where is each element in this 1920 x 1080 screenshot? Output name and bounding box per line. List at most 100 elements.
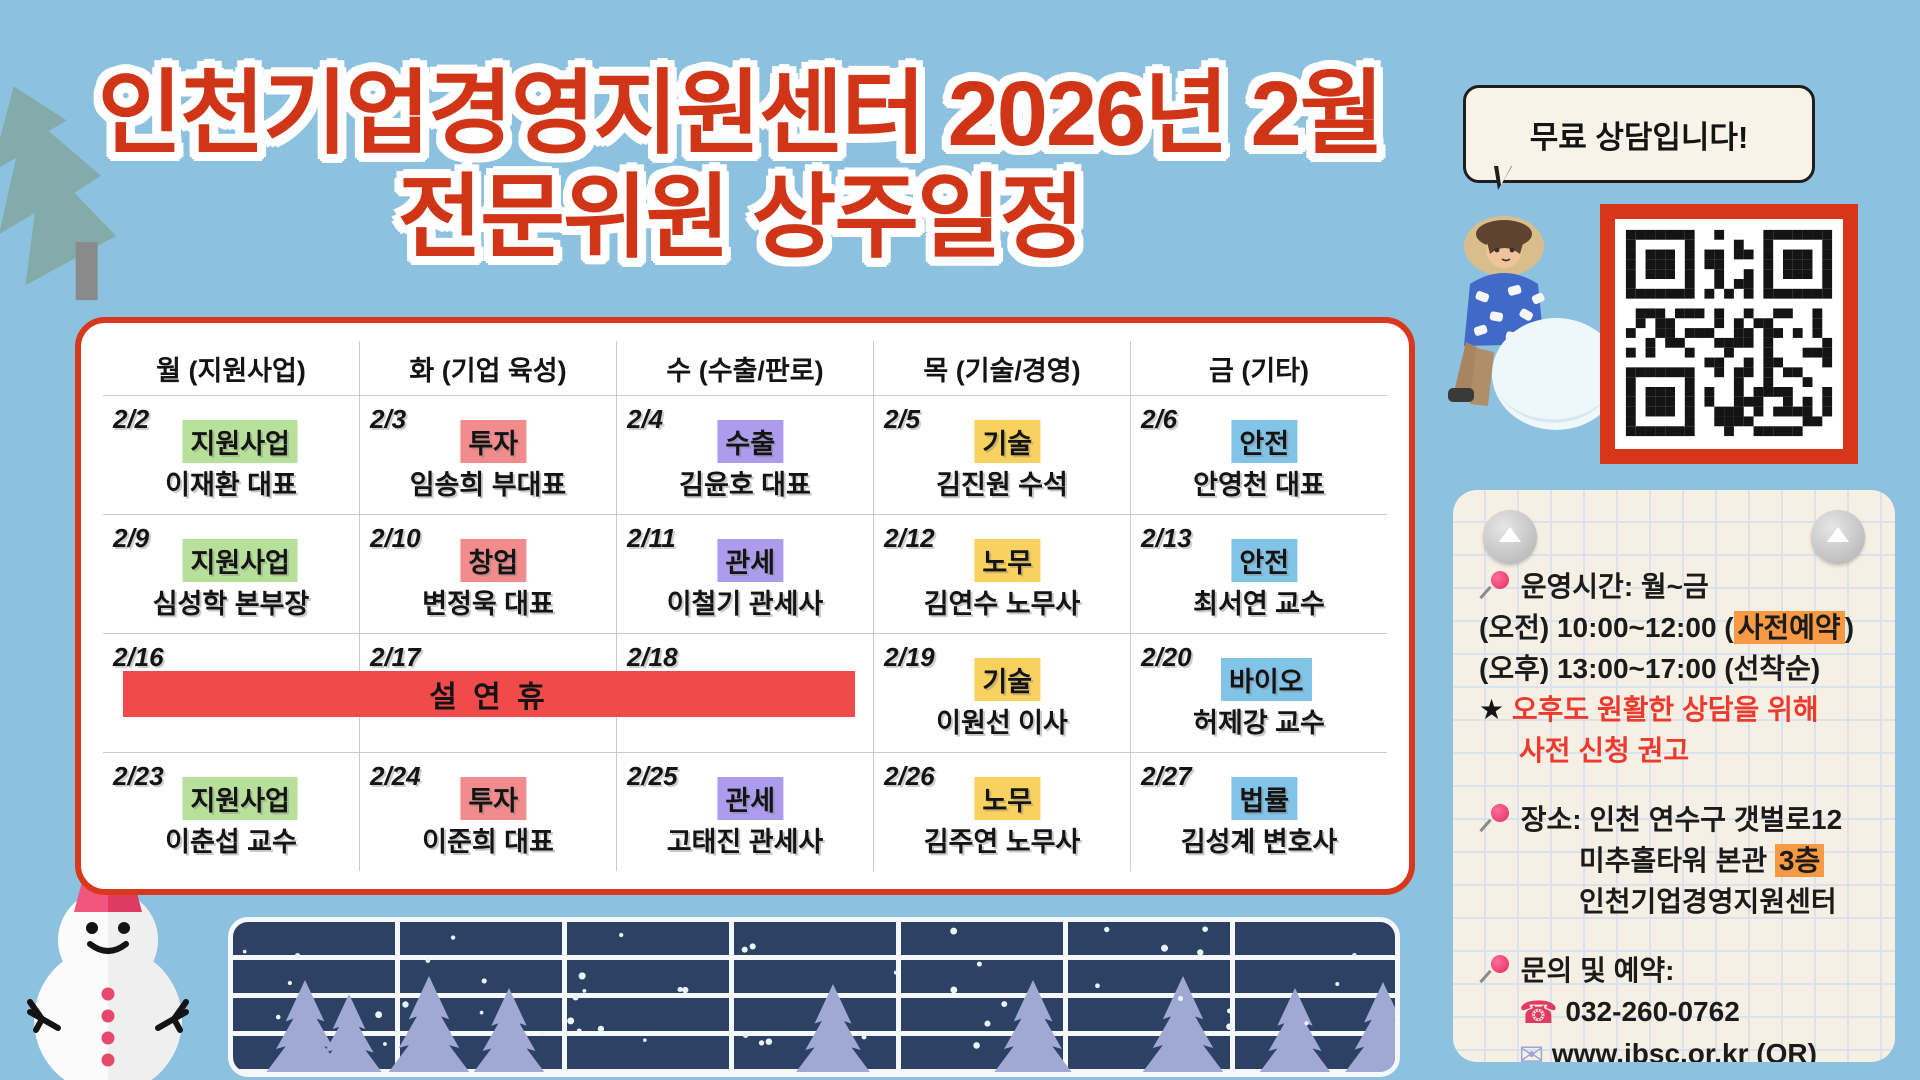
chevron-up-button-left[interactable]	[1483, 510, 1537, 564]
cell-advisor-name: 임송희 부대표	[409, 470, 567, 500]
contact-title: 문의 및 예약:	[1479, 950, 1881, 991]
cell-category-tag: 지원사업	[182, 777, 298, 820]
cell-category-tag: 관세	[717, 539, 784, 582]
calendar-header: 수 (수출/판로)	[617, 341, 873, 395]
phone-line: ☎ 032-260-0762	[1519, 995, 1740, 1030]
cell-category-tag: 안전	[1231, 539, 1298, 582]
cell-advisor-name: 김진원 수석	[936, 470, 1068, 500]
title-line-1: 인천기업경영지원센터 2026년 2월	[97, 63, 1385, 165]
cell-date: 2/24	[370, 761, 421, 791]
cell-advisor-name: 김윤호 대표	[679, 470, 811, 500]
calendar-header: 월 (지원사업)	[103, 341, 359, 395]
cell-advisor-name: 김성계 변호사	[1180, 827, 1338, 857]
location-line-3: 인천기업경영지원센터	[1579, 886, 1837, 917]
hours-afternoon: (오후) 13:00~17:00 (선착순)	[1479, 653, 1821, 684]
speech-bubble: 무료 상담입니다!	[1463, 85, 1815, 190]
title-line-2: 전문위원 상주일정	[397, 167, 1085, 269]
calendar-cell: 2/12 노무 김연수 노무사	[874, 515, 1130, 633]
cell-date: 2/27	[1141, 761, 1192, 791]
calendar-header: 금 (기타)	[1131, 341, 1387, 395]
cell-date: 2/5	[884, 404, 921, 434]
calendar-header: 목 (기술/경영)	[874, 341, 1130, 395]
phone-icon: ☎	[1519, 995, 1558, 1030]
winter-strip	[228, 917, 1400, 1077]
cell-date: 2/3	[370, 404, 407, 434]
location-title: 장소: 인천 연수구 갯벌로12	[1479, 799, 1881, 840]
cell-advisor-name: 심성학 본부장	[152, 589, 310, 619]
cell-category-tag: 기술	[974, 420, 1041, 463]
cell-date: 2/18	[627, 642, 678, 672]
cell-advisor-name: 최서연 교수	[1193, 589, 1325, 619]
cell-advisor-name: 허제강 교수	[1193, 708, 1325, 738]
cell-category-tag: 지원사업	[182, 420, 298, 463]
cell-date: 2/11	[627, 523, 676, 553]
cell-advisor-name: 이재환 대표	[165, 470, 297, 500]
cell-category-tag: 노무	[974, 539, 1041, 582]
location-line-2: 미추홀타워 본관 3층	[1479, 840, 1881, 881]
cell-advisor-name: 김주연 노무사	[923, 827, 1081, 857]
calendar-header: 화 (기업 육성)	[360, 341, 616, 395]
hours-title: 운영시간: 월~금	[1479, 566, 1881, 607]
calendar-table: 월 (지원사업) 화 (기업 육성) 수 (수출/판로) 목 (기술/경영) 금 (기타…	[103, 341, 1387, 871]
cell-advisor-name: 이철기 관세사	[666, 589, 824, 619]
cell-date: 2/16	[113, 642, 164, 672]
cell-category-tag: 바이오	[1220, 658, 1312, 701]
cell-advisor-name: 고태진 관세사	[666, 827, 824, 857]
cell-category-tag: 수출	[717, 420, 784, 463]
floor-highlight: 3층	[1774, 844, 1825, 877]
snowman-illustration	[27, 874, 189, 1080]
calendar-cell: 2/6 안전 안영천 대표	[1131, 396, 1387, 514]
pushpin-icon	[1479, 571, 1513, 599]
calendar-cell: 2/26 노무 김주연 노무사	[874, 753, 1130, 871]
holiday-banner: 설 연 휴	[123, 671, 855, 717]
pushpin-icon	[1479, 955, 1513, 983]
cell-advisor-name: 이원선 이사	[936, 708, 1068, 738]
cell-advisor-name: 변정욱 대표	[422, 589, 554, 619]
cell-category-tag: 투자	[460, 777, 527, 820]
cell-date: 2/9	[113, 523, 150, 553]
cell-date: 2/4	[627, 404, 664, 434]
calendar-cell: 2/20 바이오 허제강 교수	[1131, 634, 1387, 752]
reservation-highlight: 사전예약	[1733, 611, 1845, 644]
calendar-cell: 2/27 법률 김성계 변호사	[1131, 753, 1387, 871]
qr-code	[1600, 204, 1858, 464]
cell-date: 2/10	[370, 523, 421, 553]
chevron-up-button-right[interactable]	[1811, 510, 1865, 564]
cell-category-tag: 기술	[974, 658, 1041, 701]
website-line: ✉ www.ibsc.or.kr (QR)	[1479, 1033, 1881, 1062]
calendar-cell: 2/9 지원사업 심성학 본부장	[103, 515, 359, 633]
notice-line-2: 사전 신청 권고	[1519, 735, 1690, 766]
cell-category-tag: 안전	[1231, 420, 1298, 463]
cell-advisor-name: 이춘섭 교수	[165, 827, 297, 857]
email-icon: ✉	[1519, 1039, 1545, 1062]
cell-date: 2/19	[884, 642, 935, 672]
cell-advisor-name: 이준희 대표	[422, 827, 554, 857]
cell-date: 2/12	[884, 523, 935, 553]
cell-category-tag: 창업	[460, 539, 527, 582]
cell-date: 2/17	[370, 642, 421, 672]
cell-date: 2/6	[1141, 404, 1178, 434]
cell-category-tag: 관세	[717, 777, 784, 820]
cell-category-tag: 투자	[460, 420, 527, 463]
person-snowball-illustration	[1448, 216, 1620, 430]
cell-date: 2/26	[884, 761, 935, 791]
cell-date: 2/13	[1141, 523, 1192, 553]
star-icon: ★	[1479, 694, 1505, 725]
hours-morning: (오전) 10:00~12:00 (사전예약)	[1479, 611, 1855, 644]
pine-tree-decoration	[0, 86, 117, 301]
cell-date: 2/25	[627, 761, 678, 791]
strip-trees-and-snow	[242, 926, 1395, 1072]
poster-title: 인천기업경영지원센터 2026년 2월 전문위원 상주일정	[80, 62, 1400, 270]
cell-date: 2/2	[113, 404, 150, 434]
pushpin-icon	[1479, 804, 1513, 832]
